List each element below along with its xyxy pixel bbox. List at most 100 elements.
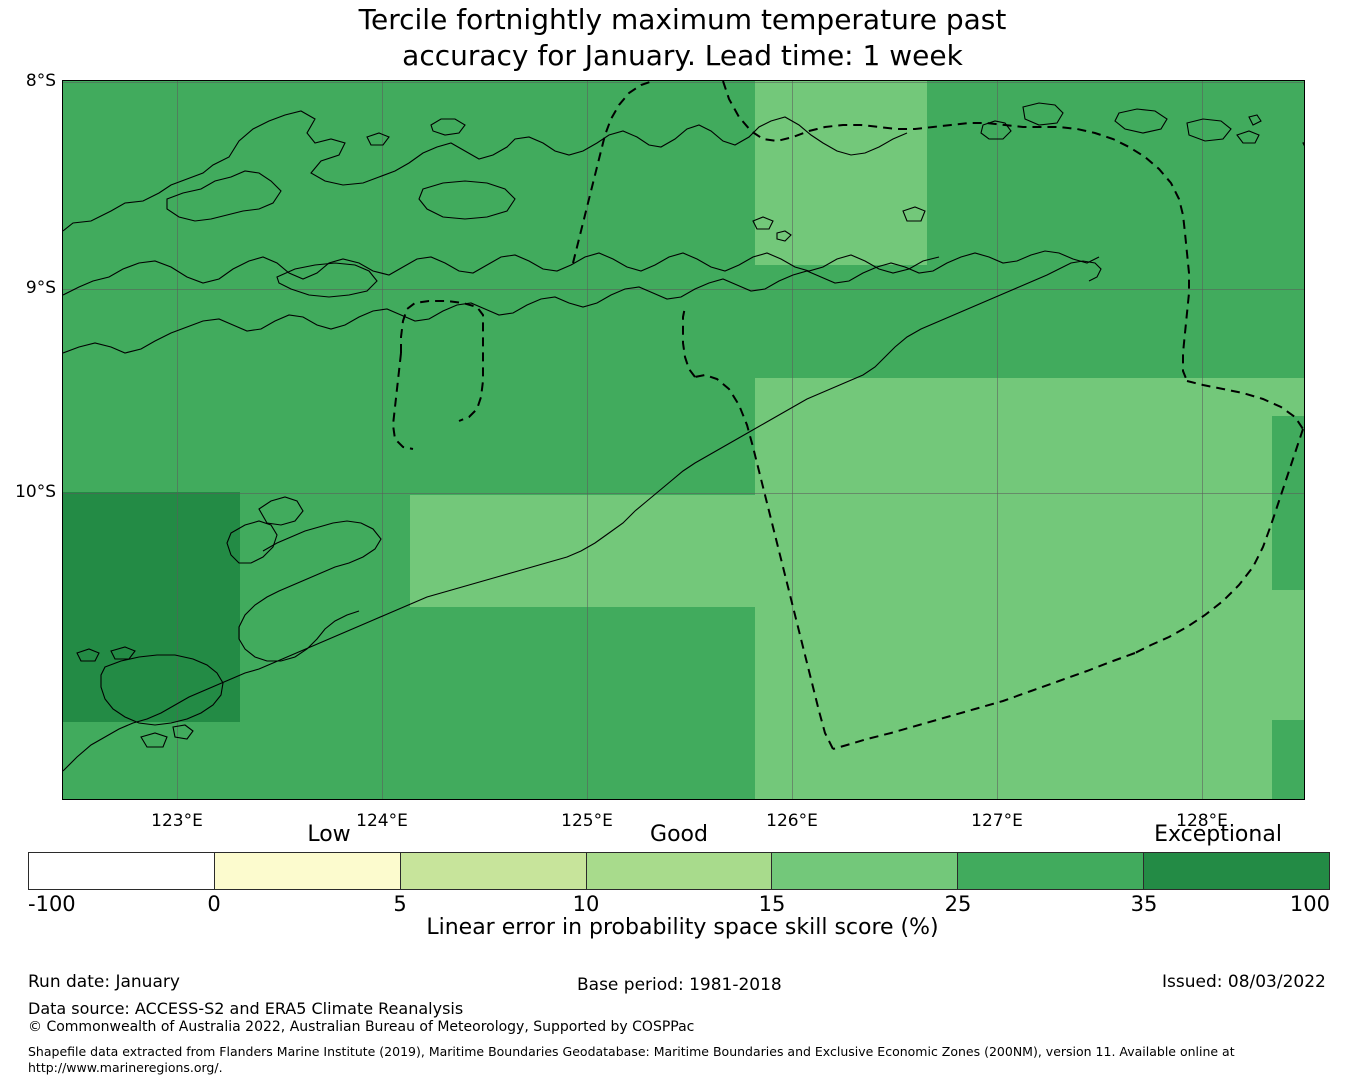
- colorbar-tick-25: 25: [944, 892, 972, 916]
- heatmap-cell: [63, 722, 240, 799]
- colorbar-segment: [1143, 853, 1330, 889]
- heatmap-cells: [63, 81, 1304, 799]
- colorbar-tick-0: 0: [207, 892, 221, 916]
- coastline-timor-north: [63, 250, 1100, 354]
- colorbar-strip[interactable]: [28, 852, 1330, 890]
- title-line-1: Tercile fortnightly maximum temperature …: [358, 3, 1007, 36]
- colorbar-segment: [585, 853, 772, 889]
- gridline-lon-125: [587, 81, 588, 799]
- coastline-small-rote-d: [172, 724, 194, 740]
- gridline-lat-8: [63, 82, 1304, 83]
- colorbar-tick-5: 5: [393, 892, 407, 916]
- gridline-lon-123: [177, 81, 178, 799]
- eez-boundary-inner-nw: [682, 306, 696, 378]
- coastline-small-7: [1114, 108, 1168, 134]
- coastline-island-semau: [226, 520, 278, 564]
- heatmap-cell: [755, 607, 1272, 799]
- footer-issued-date: Issued: 08/03/2022: [1162, 972, 1326, 992]
- coastline-timor-south: [63, 260, 1102, 772]
- gridline-lon-128: [1202, 81, 1203, 799]
- x-tick-127E: 127°E: [971, 811, 1023, 831]
- coastline-small-rote-b: [110, 646, 136, 660]
- x-tick-128E: 128°E: [1176, 811, 1228, 831]
- coastline-island-rote: [100, 654, 224, 726]
- heatmap-cell: [63, 81, 234, 493]
- coastline-small-8: [1186, 118, 1232, 142]
- colorbar-axis-label: Linear error in probability space skill …: [426, 915, 939, 940]
- colorbar-segment: [29, 853, 214, 889]
- gridline-lon-124: [382, 81, 383, 799]
- gridline-lat-10: [63, 493, 1304, 494]
- coastline-small-rote-a: [76, 648, 100, 662]
- y-tick-8S: 8°S: [25, 71, 56, 91]
- coastline-north-1: [63, 110, 908, 232]
- heatmap-cell: [1272, 378, 1304, 416]
- gridline-lon-127: [997, 81, 998, 799]
- colorbar-tick-10: 10: [572, 892, 600, 916]
- coastline-inlet-a: [258, 496, 304, 526]
- coastline-small-3: [776, 230, 792, 242]
- coastline-group: [63, 102, 1304, 772]
- coastline-small-6: [1022, 102, 1064, 126]
- skill-score-map[interactable]: [62, 80, 1305, 800]
- footer-shapefile-line-1: Shapefile data extracted from Flanders M…: [28, 1044, 1235, 1059]
- colorbar-segment: [771, 853, 958, 889]
- heatmap-cell: [1272, 720, 1304, 799]
- coastline-small-4: [902, 206, 926, 222]
- colorbar-tick-neg100: -100: [28, 892, 76, 916]
- heatmap-cell: [755, 378, 1272, 607]
- eez-boundary-group: [391, 81, 1304, 750]
- coastline-north-island-a: [166, 170, 282, 222]
- footer-run-date: Run date: January: [28, 972, 180, 992]
- map-vector-overlay: [63, 81, 1304, 772]
- coastline-small-2: [752, 216, 774, 230]
- title-line-2: accuracy for January. Lead time: 1 week: [402, 39, 963, 72]
- coastline-small-11: [1248, 114, 1262, 126]
- eez-boundary-southeast: [1134, 428, 1304, 654]
- x-tick-126E: 126°E: [766, 811, 818, 831]
- colorbar-tick-15: 15: [758, 892, 786, 916]
- coastline-small-9: [1236, 130, 1260, 144]
- colorbar[interactable]: -100 0 5 10 15 25 35 100: [28, 852, 1330, 916]
- colorbar-category-good: Good: [650, 822, 708, 847]
- eez-boundary-inner-box: [400, 300, 484, 422]
- colorbar-category-low: Low: [307, 822, 351, 847]
- eez-boundary-south: [832, 652, 1136, 750]
- gridline-lon-126: [792, 81, 793, 799]
- colorbar-segment: [213, 853, 400, 889]
- page-title: Tercile fortnightly maximum temperature …: [0, 2, 1365, 74]
- footer-data-source: Data source: ACCESS-S2 and ERA5 Climate …: [28, 999, 464, 1018]
- heatmap-cell: [410, 495, 755, 607]
- x-tick-124E: 124°E: [356, 811, 408, 831]
- eez-boundary-east: [1186, 380, 1304, 430]
- colorbar-segment: [399, 853, 586, 889]
- eez-boundary-north: [722, 81, 1190, 382]
- footer-copyright: © Commonwealth of Australia 2022, Austra…: [28, 1019, 695, 1035]
- x-tick-123E: 123°E: [151, 811, 203, 831]
- y-tick-9S: 9°S: [25, 278, 56, 298]
- eez-boundary-southwest: [694, 373, 834, 750]
- eez-boundary-notch: [572, 81, 654, 264]
- footer-base-period: Base period: 1981-2018: [577, 975, 782, 995]
- x-tick-125E: 125°E: [561, 811, 613, 831]
- coastline-small-10: [1302, 142, 1304, 147]
- colorbar-tick-100: 100: [1289, 892, 1330, 916]
- footer-shapefile-line-2: http://www.marineregions.org/.: [28, 1060, 223, 1075]
- coastline-north-island-d: [430, 118, 466, 136]
- colorbar-category-exceptional: Exceptional: [1154, 822, 1282, 847]
- coastline-small-1: [366, 132, 390, 146]
- colorbar-tick-35: 35: [1130, 892, 1158, 916]
- coastline-north-island-b: [276, 262, 378, 298]
- coastline-north-2: [63, 252, 940, 296]
- eez-boundary-inner-box-left: [391, 352, 414, 450]
- heatmap-cell: [755, 81, 927, 265]
- y-tick-10S: 10°S: [15, 482, 56, 502]
- coastline-timor-west-tip: [238, 520, 382, 662]
- coastline-north-island-c: [418, 180, 516, 220]
- heatmap-cell: [63, 492, 240, 722]
- gridline-lat-9: [63, 289, 1304, 290]
- coastline-small-5: [980, 120, 1012, 140]
- heatmap-cell: [1272, 590, 1304, 720]
- coastline-small-rote-c: [140, 732, 168, 748]
